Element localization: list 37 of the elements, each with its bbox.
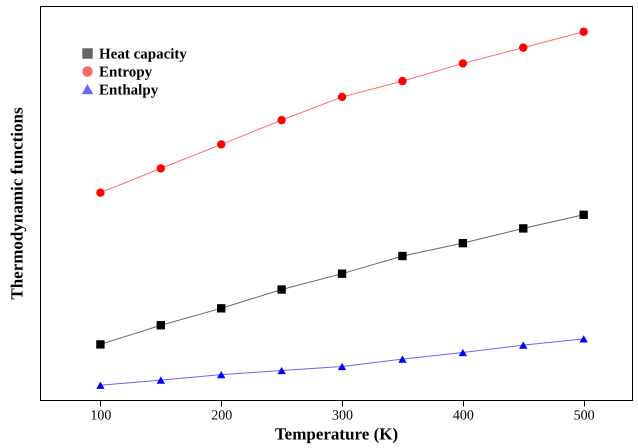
point [398,76,407,86]
legend-label: Entropy [99,64,153,80]
point [338,92,346,102]
x-tick-label: 300 [332,408,354,424]
point [277,116,286,124]
legend-label: Heat capacity [99,46,188,62]
point [156,164,165,173]
point [458,348,468,356]
point [96,340,105,349]
x-tick-label: 500 [574,408,595,424]
point [217,140,226,149]
x-axis-title: Temperature (K) [274,424,398,444]
point [398,356,407,363]
point [277,285,286,294]
point [519,342,528,349]
y-axis-title: Thermodynamic functions [8,107,26,300]
point [519,43,528,52]
point [277,366,286,374]
x-tick-label: 200 [211,408,232,424]
point [156,376,165,384]
point [96,188,105,197]
point [338,270,346,278]
point [398,252,407,260]
legend-label: Enthalpy [99,82,159,98]
point [217,304,226,312]
point [519,224,528,233]
point [96,382,105,389]
x-tick-label: 100 [90,408,112,424]
point [458,238,468,248]
point [156,321,165,330]
point [217,370,226,378]
point [458,59,468,68]
point [579,335,588,342]
point [579,28,588,36]
point [579,210,588,219]
point [338,362,346,370]
x-tick-label: 400 [452,408,474,424]
